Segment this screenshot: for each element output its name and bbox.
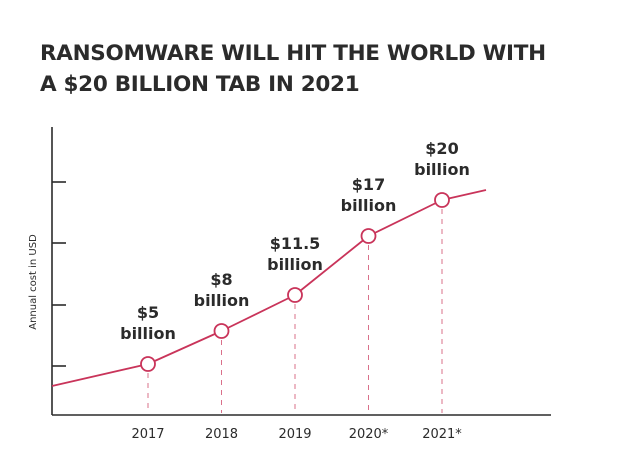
y-ticks [52,181,66,367]
data-label: billion [194,291,250,310]
data-label: $17 [352,175,385,194]
x-tick-label: 2019 [278,427,311,442]
data-label: billion [120,324,176,343]
data-point-marker [213,323,230,339]
chart-title: RANSOMWARE WILL HIT THE WORLD WITH A $20… [40,38,546,100]
data-labels: $5 billion $8 billion $11.5 billion $17 billion… [120,139,470,343]
data-label: billion [267,255,323,274]
x-tick-label: 2018 [205,427,238,442]
data-point-marker [287,287,303,303]
data-label: $11.5 [270,234,321,253]
series-path [51,189,487,387]
data-label: $5 [137,303,159,322]
x-tick-label: 2021* [422,427,462,442]
chart-title-line-2: A $20 BILLION TAB IN 2021 [40,72,360,97]
series-line [51,189,487,387]
data-point-marker [434,192,450,208]
chart-title-line-1: RANSOMWARE WILL HIT THE WORLD WITH [40,41,546,66]
markers [140,192,450,372]
y-axis-label: Annual cost in USD [28,234,39,330]
data-label: billion [341,196,397,215]
data-point-marker [140,356,156,372]
x-tick-label: 2020* [349,427,389,442]
x-tick-labels: 2017 2018 2019 2020* 2021* [131,427,462,442]
data-point-marker [360,228,377,244]
data-label: $20 [425,139,458,158]
data-label: $8 [210,270,232,289]
axes [51,127,551,416]
x-tick-label: 2017 [131,427,164,442]
drop-lines [147,209,443,413]
data-label: billion [414,160,470,179]
